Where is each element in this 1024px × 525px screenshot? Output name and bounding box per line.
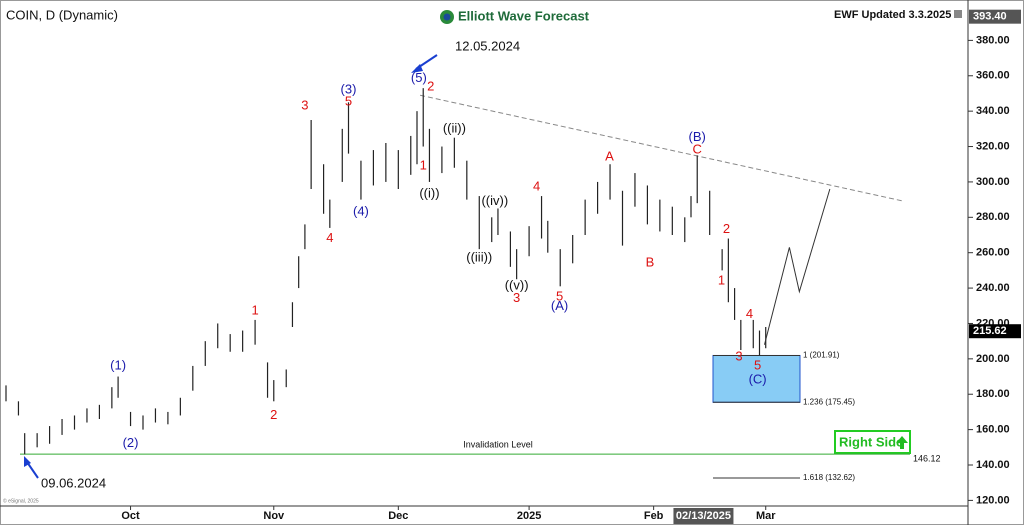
wave-label: 2: [270, 407, 277, 422]
wave-label: A: [605, 149, 614, 164]
wave-label: (4): [353, 203, 369, 218]
x-tick-label: Mar: [756, 510, 776, 522]
wave-label: (5): [411, 70, 427, 85]
wave-label: 4: [533, 179, 540, 194]
wave-label: 1: [420, 157, 427, 172]
badge-arrow: [896, 436, 908, 449]
wave-label: 3: [301, 97, 308, 112]
brand: Elliott Wave Forecast: [458, 8, 590, 23]
y-tick-label: 360.00: [976, 70, 1010, 82]
updated: EWF Updated 3.3.2025: [834, 9, 951, 21]
wave-label: 2: [427, 79, 434, 94]
copyright: © eSignal, 2025: [3, 497, 39, 504]
wave-label: 4: [746, 306, 753, 321]
wave-label: (3): [341, 81, 357, 96]
y-tick-label: 380.00: [976, 34, 1010, 46]
wave-label: 2: [723, 221, 730, 236]
invalidation-value: 146.12: [913, 454, 941, 464]
wave-label: B: [646, 255, 655, 270]
updated-icon: [954, 10, 962, 18]
chart-title: COIN, D (Dynamic): [6, 7, 118, 22]
badge-box: [834, 430, 911, 454]
target-box: [712, 354, 801, 403]
right-side-badge: Right Side: [834, 430, 911, 454]
logo-icon-core: [443, 13, 451, 21]
x-tick-label: Feb: [644, 510, 664, 522]
y-tick-label: 140.00: [976, 459, 1010, 471]
callout-arrowhead: [411, 64, 423, 73]
x-tick-label: Nov: [263, 510, 285, 522]
wave-label: ((iv)): [481, 193, 508, 208]
price-tag-label: 215.62: [973, 325, 1007, 337]
price-tag: [969, 9, 1021, 24]
wave-label: ((ii)): [443, 120, 466, 135]
y-tick-label: 180.00: [976, 388, 1010, 400]
price-tag: [969, 324, 1021, 339]
x-tick-label: Dec: [388, 510, 408, 522]
y-tick-label: 160.00: [976, 424, 1010, 436]
wave-label: (1): [110, 357, 126, 372]
wave-label: 1: [718, 272, 725, 287]
date-callout: 12.05.2024: [455, 38, 520, 53]
y-tick-label: 260.00: [976, 247, 1010, 259]
wave-label: 5: [556, 288, 563, 303]
wave-label: 3: [735, 349, 742, 364]
projection-path: [763, 188, 831, 345]
wave-label: ((v)): [505, 278, 529, 293]
y-tick-label: 120.00: [976, 494, 1010, 506]
x-tick-label: Oct: [121, 510, 140, 522]
wave-label: (2): [123, 435, 139, 450]
date-callout: 09.06.2024: [41, 475, 106, 490]
wave-label: 5: [754, 357, 761, 372]
y-tick-label: 200.00: [976, 353, 1010, 365]
wave-label: (B): [689, 129, 706, 144]
price-tag-label: 393.40: [973, 11, 1007, 23]
y-tick-label: 320.00: [976, 140, 1010, 152]
y-tick-label: 300.00: [976, 176, 1010, 188]
callout-arrowhead: [24, 456, 31, 467]
fib-label: 1.236 (175.45): [803, 397, 855, 406]
wave-label: (A): [551, 298, 568, 313]
wave-label: C: [693, 142, 702, 157]
y-tick-label: 340.00: [976, 105, 1010, 117]
trendline: [420, 94, 905, 202]
invalidation-label: Invalidation Level: [463, 440, 533, 450]
wave-label: ((iii)): [466, 249, 492, 264]
wave-label: ((i)): [419, 186, 439, 201]
badge-text: Right Side: [839, 434, 903, 449]
y-tick-label: 280.00: [976, 211, 1010, 223]
cursor-date: 02/13/2025: [676, 510, 731, 522]
wave-label: 5: [345, 94, 352, 109]
wave-label: 1: [251, 303, 258, 318]
y-tick-label: 240.00: [976, 282, 1010, 294]
wave-label: 4: [326, 230, 333, 245]
wave-label: (C): [749, 372, 767, 387]
callout-arrow: [26, 461, 39, 479]
logo: Elliott Wave Forecast: [440, 8, 590, 24]
fib-label: 1 (201.91): [803, 351, 840, 360]
x-tick-label: 2025: [517, 510, 541, 522]
cursor-date-bg: [673, 508, 734, 524]
wave-label: 3: [513, 290, 520, 305]
fib-label: 1.618 (132.62): [803, 473, 855, 482]
